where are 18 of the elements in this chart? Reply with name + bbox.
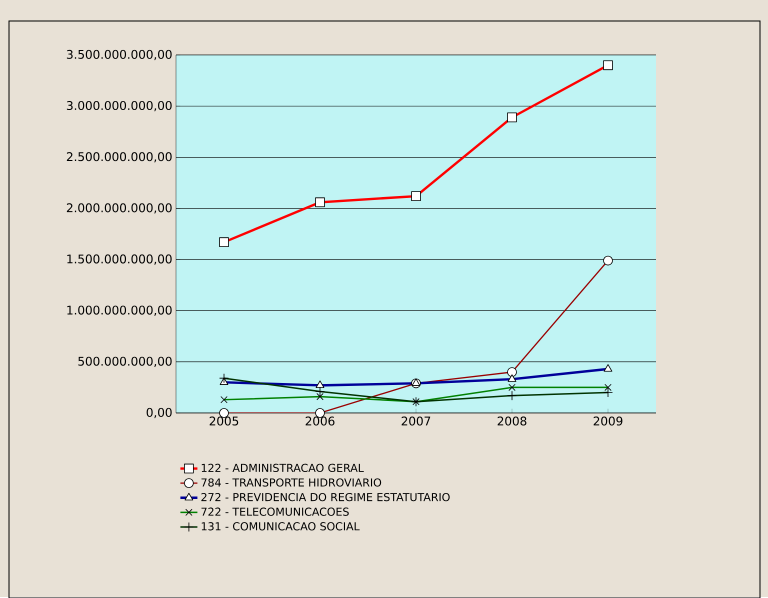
legend-label: 784 - TRANSPORTE HIDROVIARIO xyxy=(201,478,382,486)
legend-label: 722 - TELECOMUNICACOES xyxy=(201,507,349,516)
x-tick-label: 2008 xyxy=(498,416,526,426)
y-tick-label: 2.000.000.000,00 xyxy=(66,203,172,214)
legend-label: 122 - ADMINISTRACAO GERAL xyxy=(202,463,364,472)
y-tick-label: 3.000.000.000,00 xyxy=(66,100,172,112)
y-tick-label: 2.500.000.000,00 xyxy=(66,152,172,162)
y-tick-label: 3.500.000.000,00 xyxy=(66,50,172,60)
y-tick-label: 500.000.000,00 xyxy=(78,356,172,367)
y-tick-label: 1.000.000.000,00 xyxy=(67,305,172,316)
y-tick-label: 0,00 xyxy=(146,408,172,418)
legend-label: 131 - COMUNICACAO SOCIAL xyxy=(202,522,360,530)
x-tick-label: 2006 xyxy=(306,416,334,426)
x-tick-label: 2005 xyxy=(210,416,238,426)
x-tick-label: 2007 xyxy=(402,416,430,426)
x-tick-label: 2009 xyxy=(594,416,622,426)
y-tick-label: 1.500.000.000,00 xyxy=(67,254,172,264)
legend-label: 272 - PREVIDENCIA DO REGIME ESTATUTARIO xyxy=(201,492,450,501)
